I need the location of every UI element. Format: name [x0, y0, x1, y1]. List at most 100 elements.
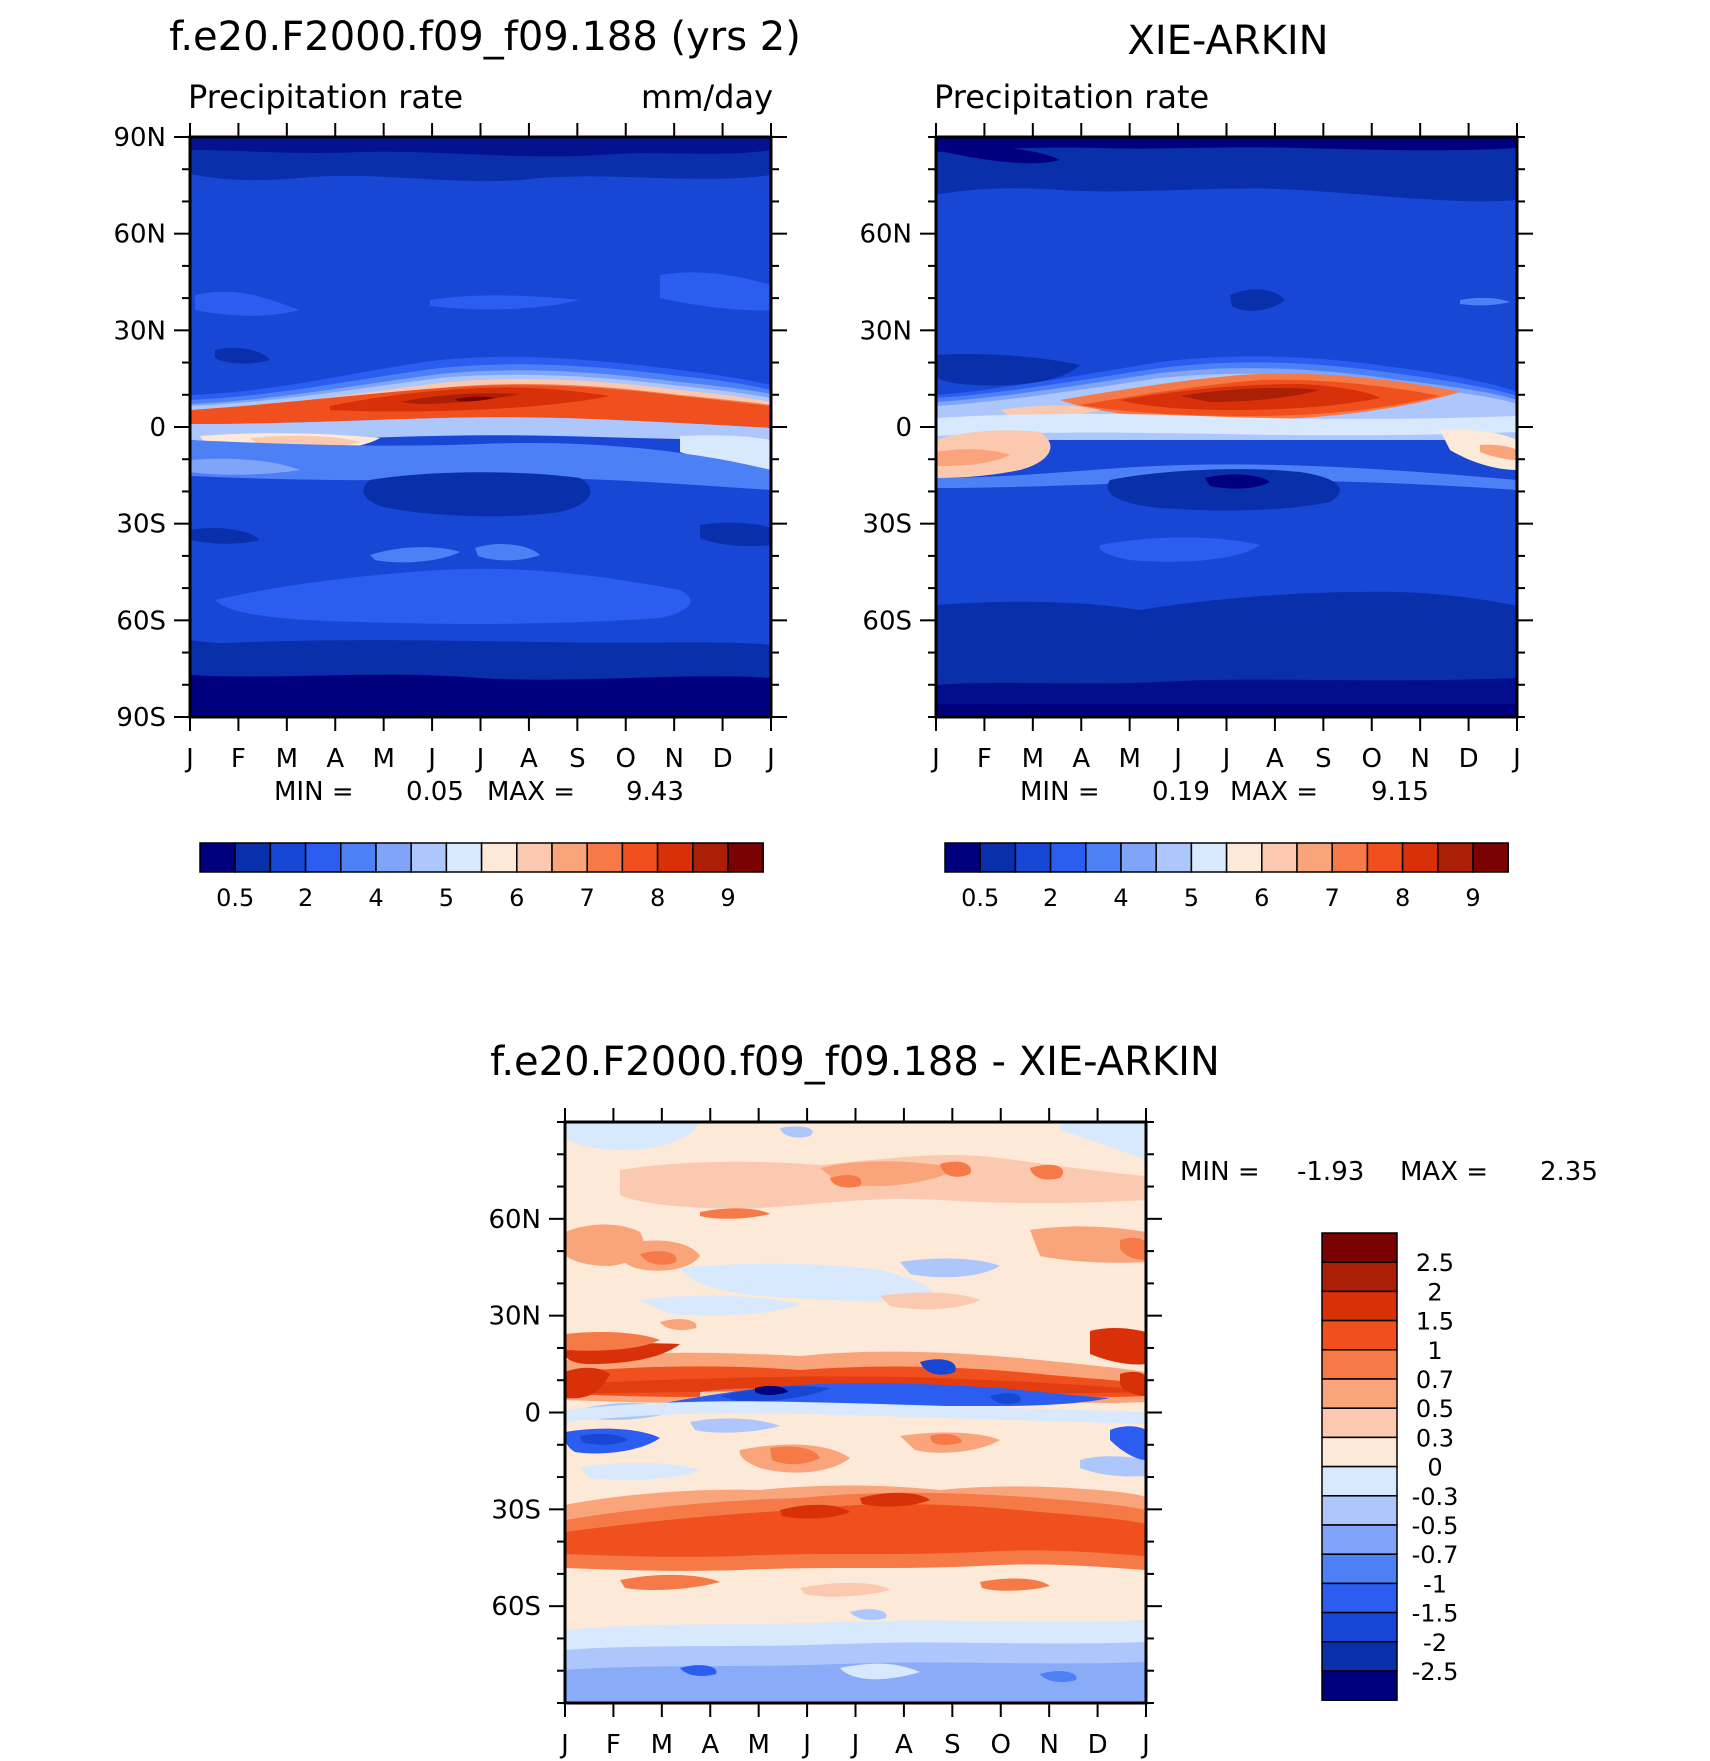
colorbar-label: 9	[720, 884, 735, 912]
colorbar-label: 0	[1427, 1454, 1442, 1482]
obs-title: XIE-ARKIN	[1127, 18, 1328, 64]
y-tick-label: 60N	[488, 1205, 541, 1235]
colorbar-label: 8	[650, 884, 665, 912]
obs-left-label: Precipitation rate	[934, 78, 1209, 116]
x-tick-label: J	[184, 744, 194, 774]
diff-min-value: -1.93	[1297, 1157, 1364, 1187]
colorbar-label: 0.5	[216, 884, 254, 912]
obs-stats: MIN = 0.19 MAX = 9.15	[1020, 777, 1429, 807]
colorbar-swatch	[480, 842, 518, 873]
x-tick-label: N	[664, 744, 683, 774]
colorbar-swatch	[1014, 842, 1052, 873]
x-tick-label: N	[1410, 744, 1429, 774]
colorbar-swatch	[269, 842, 307, 873]
colorbar-swatch	[1321, 1524, 1398, 1555]
obs-max-value: 9.15	[1371, 777, 1429, 807]
model-contour-field	[190, 137, 771, 717]
y-tick-label: 0	[524, 1399, 541, 1429]
obs-colorbar: 0.5 2 4 5 6 7 8 9	[944, 842, 1509, 912]
colorbar-swatch	[1261, 842, 1298, 873]
colorbar-swatch	[1401, 842, 1439, 873]
x-tick-label: D	[1088, 1730, 1108, 1760]
x-tick-label: S	[569, 744, 586, 774]
colorbar-label: -2.5	[1412, 1658, 1459, 1686]
colorbar-label: 8	[1395, 884, 1410, 912]
y-tick-label: 30N	[113, 316, 166, 346]
colorbar-label: 2	[1427, 1278, 1442, 1306]
y-tick-label: 60S	[491, 1592, 541, 1622]
x-tick-label: J	[1221, 744, 1231, 774]
colorbar-label: -0.5	[1412, 1512, 1459, 1540]
model-stats: MIN = 0.05 MAX = 9.43	[274, 777, 684, 807]
obs-precip-panel: XIE-ARKIN Precipitation rate	[859, 18, 1533, 912]
colorbar-swatch	[1296, 842, 1333, 873]
colorbar-label: 4	[368, 884, 383, 912]
x-tick-label: A	[326, 744, 344, 774]
colorbar-label: 0.5	[961, 884, 999, 912]
x-tick-label: M	[747, 1730, 769, 1760]
x-tick-label: D	[713, 744, 733, 774]
x-tick-label: M	[1022, 744, 1044, 774]
x-tick-label: A	[895, 1730, 913, 1760]
diff-equatorial-dipole	[565, 1328, 1146, 1473]
colorbar-label: 7	[1325, 884, 1340, 912]
colorbar-swatch	[1321, 1261, 1398, 1293]
x-tick-label: O	[616, 744, 636, 774]
x-tick-label: J	[801, 1730, 811, 1760]
model-precip-panel: f.e20.F2000.f09_f09.188 (yrs 2) Precipit…	[113, 14, 800, 912]
colorbar-label: 1	[1427, 1337, 1442, 1365]
colorbar-label: 1.5	[1416, 1308, 1454, 1336]
x-tick-label: J	[765, 744, 775, 774]
colorbar-label: -1.5	[1412, 1600, 1459, 1628]
model-max-label: MAX =	[487, 777, 575, 807]
diff-colorbar: 2.521.510.70.50.30-0.3-0.5-0.7-1-1.5-2-2…	[1321, 1232, 1459, 1701]
y-tick-label: 0	[895, 413, 912, 443]
model-units-label: mm/day	[641, 78, 773, 116]
colorbar-swatch	[1321, 1232, 1398, 1263]
x-tick-label: M	[276, 744, 298, 774]
colorbar-swatch	[445, 842, 483, 873]
colorbar-swatch	[234, 842, 272, 873]
y-tick-label: 30S	[862, 510, 912, 540]
y-tick-label: 30S	[491, 1495, 541, 1525]
y-tick-label: 60S	[116, 606, 166, 636]
colorbar-label: 4	[1113, 884, 1128, 912]
y-tick-label: 90N	[113, 123, 166, 153]
colorbar-label: 0.5	[1416, 1395, 1454, 1423]
colorbar-label: -1	[1423, 1570, 1447, 1598]
y-tick-label: 90S	[116, 703, 166, 733]
colorbar-label: 7	[580, 884, 595, 912]
colorbar-swatch	[375, 842, 412, 873]
colorbar-label: 2	[298, 884, 313, 912]
colorbar-label: 6	[509, 884, 524, 912]
colorbar-swatch	[1472, 842, 1509, 873]
x-tick-label: J	[1140, 1730, 1150, 1760]
obs-max-label: MAX =	[1230, 777, 1318, 807]
y-tick-label: 0	[149, 413, 166, 443]
y-tick-label: 30S	[116, 510, 166, 540]
colorbar-label: 0.7	[1416, 1366, 1454, 1394]
x-tick-label: A	[1072, 744, 1090, 774]
colorbar-swatch	[1321, 1407, 1398, 1439]
x-tick-label: M	[1118, 744, 1140, 774]
colorbar-swatch	[1366, 842, 1404, 873]
x-tick-label: F	[231, 744, 246, 774]
x-tick-label: A	[520, 744, 538, 774]
y-tick-label: 60N	[113, 220, 166, 250]
colorbar-swatch	[1321, 1436, 1398, 1468]
colorbar-swatch	[727, 842, 764, 873]
model-left-label: Precipitation rate	[188, 78, 463, 116]
colorbar-swatch	[304, 842, 342, 873]
x-tick-label: O	[991, 1730, 1011, 1760]
y-tick-label: 30N	[859, 316, 912, 346]
colorbar-swatch	[1321, 1290, 1398, 1322]
colorbar-swatch	[410, 842, 448, 873]
colorbar-label: 5	[1184, 884, 1199, 912]
x-tick-label: J	[930, 744, 940, 774]
model-max-value: 9.43	[626, 777, 684, 807]
x-tick-label: N	[1039, 1730, 1058, 1760]
colorbar-label: 0.3	[1416, 1424, 1454, 1452]
